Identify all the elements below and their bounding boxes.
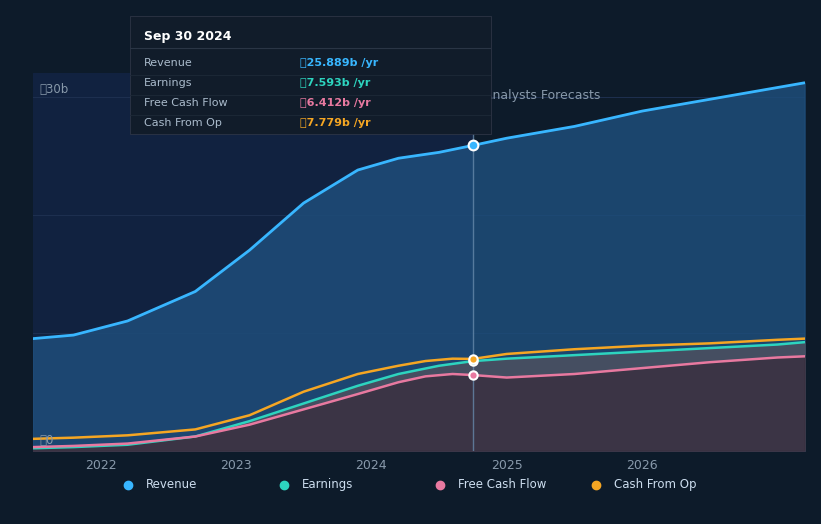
Text: ล7.779b /yr: ล7.779b /yr xyxy=(300,118,370,128)
Text: Cash From Op: Cash From Op xyxy=(614,478,696,491)
Text: ล6.412b /yr: ล6.412b /yr xyxy=(300,98,370,108)
Text: Past: Past xyxy=(432,89,462,102)
Text: Revenue: Revenue xyxy=(144,58,193,68)
Bar xyxy=(33,73,473,451)
Text: ล7.593b /yr: ล7.593b /yr xyxy=(300,78,370,88)
Text: ล30b: ล30b xyxy=(39,83,69,96)
Text: Sep 30 2024: Sep 30 2024 xyxy=(144,30,232,43)
Text: Earnings: Earnings xyxy=(302,478,353,491)
Text: Cash From Op: Cash From Op xyxy=(144,118,222,128)
Text: Earnings: Earnings xyxy=(144,78,193,88)
Bar xyxy=(473,73,805,451)
Text: Analysts Forecasts: Analysts Forecasts xyxy=(484,89,600,102)
FancyBboxPatch shape xyxy=(130,16,491,134)
Text: ล25.889b /yr: ล25.889b /yr xyxy=(300,58,378,68)
Text: Free Cash Flow: Free Cash Flow xyxy=(458,478,546,491)
Text: Free Cash Flow: Free Cash Flow xyxy=(144,98,227,108)
Text: Revenue: Revenue xyxy=(146,478,197,491)
Text: ล0: ล0 xyxy=(39,434,54,447)
